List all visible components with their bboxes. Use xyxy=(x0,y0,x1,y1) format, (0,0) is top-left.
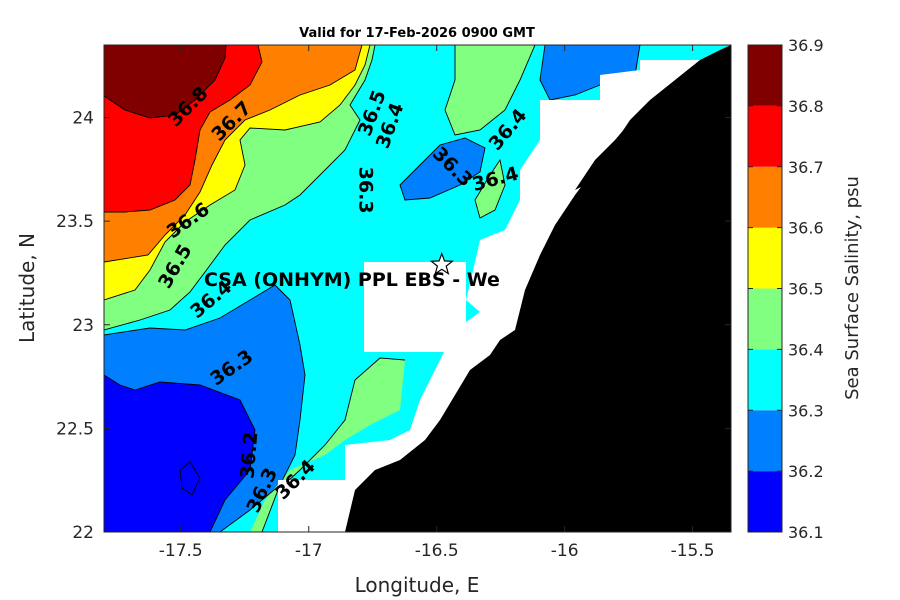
y-tick-label: 23 xyxy=(72,316,94,336)
colorbar-swatch xyxy=(748,45,782,106)
land-peninsula xyxy=(575,115,640,190)
y-tick-label: 24 xyxy=(72,109,94,129)
salinity-band-36-4-south xyxy=(250,358,405,532)
colorbar-level-label: 36.2 xyxy=(788,462,824,481)
colorbar-swatch xyxy=(748,227,782,289)
salinity-band-36-8 xyxy=(104,45,226,118)
y-tick-label: 22 xyxy=(72,523,94,543)
colorbar-swatch xyxy=(748,166,782,228)
x-axis: -17.5 -17 -16.5 -16 -15.5 xyxy=(159,45,715,561)
colorbar-swatch xyxy=(748,410,782,472)
contour-label: 36.2 xyxy=(236,431,262,480)
y-axis-label: Latitude, N xyxy=(15,233,39,343)
y-tick-label: 22.5 xyxy=(56,419,94,439)
y-axis: 22 22.5 23 23.5 24 xyxy=(56,109,731,543)
x-tick-label: -15.5 xyxy=(671,541,715,561)
colorbar-level-label: 36.5 xyxy=(788,280,824,299)
contour-label: 36.3 xyxy=(355,167,377,214)
figure-title: Valid for 17-Feb-2026 0900 GMT xyxy=(299,26,535,41)
colorbar-level-label: 36.7 xyxy=(788,158,824,177)
salinity-band-36-2-eddy xyxy=(400,138,485,200)
y-tick-label: 23.5 xyxy=(56,212,94,232)
star-icon xyxy=(429,251,454,275)
x-axis-label: Longitude, E xyxy=(355,573,480,597)
salinity-band-36-1 xyxy=(104,375,255,532)
x-tick-label: -16.5 xyxy=(415,541,459,561)
colorbar: 36.1 36.2 36.3 36.4 36.5 36.6 36.7 36.8 36.9 xyxy=(747,36,824,542)
plot-frame xyxy=(103,44,732,533)
colorbar-level-label: 36.8 xyxy=(788,97,824,116)
land-mass xyxy=(345,45,731,532)
colorbar-label: Sea Surface Salinity, psu xyxy=(842,176,863,400)
colorbar-swatch xyxy=(748,288,782,350)
x-tick-label: -16 xyxy=(551,541,579,561)
colorbar-level-label: 36.1 xyxy=(788,523,824,542)
colorbar-swatch xyxy=(748,349,782,411)
x-tick-label: -17.5 xyxy=(159,541,203,561)
colorbar-level-label: 36.6 xyxy=(788,219,824,238)
salinity-band-36-4-north xyxy=(445,45,535,135)
x-tick-label: -17 xyxy=(295,541,323,561)
mask-rect-central xyxy=(364,262,466,352)
colorbar-level-label: 36.3 xyxy=(788,401,824,420)
map-plot-area: 36.836.736.636.536.436.336.236.336.436.3… xyxy=(104,45,731,532)
colorbar-level-label: 36.9 xyxy=(788,36,824,55)
colorbar-level-label: 36.4 xyxy=(788,340,824,359)
colorbar-swatch xyxy=(748,471,782,532)
site-label: CSA (ONHYM) PPL EBS - We xyxy=(204,269,500,291)
salinity-band-36-2-north xyxy=(540,45,640,100)
colorbar-swatch xyxy=(748,105,782,167)
